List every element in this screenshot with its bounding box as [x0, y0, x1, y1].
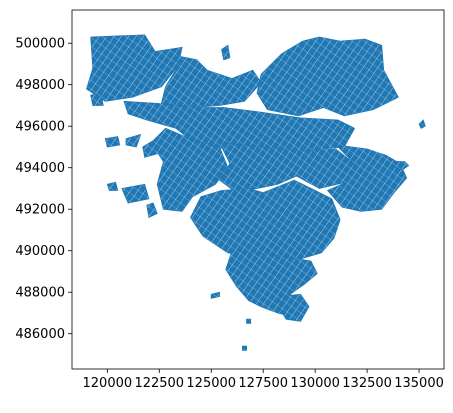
- parcel-hatch: [105, 136, 120, 147]
- y-axis: 486000 488000 490000 492000 494000 496000 4980…: [15, 37, 72, 342]
- parcel-hatch: [161, 55, 262, 108]
- parcel-hatch: [246, 319, 251, 324]
- parcel-east-sliver: [418, 119, 426, 129]
- x-tick-label: 122500: [134, 376, 184, 391]
- x-tick-label: 125000: [186, 376, 236, 391]
- parcel-hatch: [142, 140, 160, 158]
- parcel-west-outlier-3: [142, 140, 160, 158]
- parcel-hatch: [219, 142, 355, 193]
- axes: [71, 9, 445, 370]
- parcel-hatch: [107, 182, 118, 191]
- parcel-hatch: [419, 120, 426, 129]
- parcel-west-outlier-2: [125, 133, 142, 148]
- parcel-far-east-spit: [395, 161, 410, 171]
- parcel-south-tail-block: [279, 293, 310, 322]
- parcel-south-small-3: [246, 318, 252, 324]
- parcel-hatch: [221, 45, 230, 60]
- parcel-west-central-block: [150, 127, 229, 212]
- parcel-hatch: [257, 37, 399, 116]
- x-tick-label: 135000: [394, 376, 444, 391]
- parcel-hatch: [151, 128, 228, 212]
- parcel-central-block: [218, 142, 356, 194]
- y-tick-label: 492000: [15, 203, 65, 218]
- y-tick-label: 488000: [15, 286, 65, 301]
- parcel-hatch: [396, 161, 409, 170]
- parcel-nw-edge-patch: [90, 92, 104, 106]
- y-tick-label: 490000: [15, 244, 65, 259]
- parcel-east-block: [326, 144, 408, 212]
- parcel-north-sliver: [221, 44, 231, 61]
- parcel-layer: [86, 34, 426, 351]
- y-tick-label: 500000: [15, 37, 65, 52]
- x-tick-label: 120000: [83, 376, 133, 391]
- parcel-hatch: [126, 134, 141, 147]
- parcel-north-central-block: [160, 55, 262, 108]
- parcel-hatch: [190, 180, 341, 259]
- y-tick-label: 496000: [15, 120, 65, 135]
- y-tick-label: 494000: [15, 161, 65, 176]
- axes-frame: [71, 9, 445, 370]
- y-tick-label: 498000: [15, 78, 65, 93]
- parcel-hatch: [146, 203, 158, 218]
- parcel-hatch: [327, 144, 407, 212]
- parcel-hatch: [86, 34, 183, 102]
- parcel-small-west-patch: [106, 181, 119, 191]
- parcel-north-east-block: [256, 36, 399, 117]
- x-axis: 120000 122500 125000 127500 130000 132500 1350…: [83, 369, 444, 391]
- x-tick-label: 130000: [290, 376, 340, 391]
- parcel-south-small-1: [210, 291, 221, 299]
- parcel-hatch: [124, 101, 355, 152]
- parcel-hatch: [242, 346, 247, 351]
- parcel-hatch: [211, 292, 220, 299]
- parcel-west-outlier-1: [104, 136, 121, 148]
- parcel-south-central-block: [190, 179, 341, 260]
- y-tick-label: 486000: [15, 327, 65, 342]
- parcel-hatch: [279, 294, 309, 322]
- parcel-hatch: [90, 93, 104, 106]
- parcel-west-patch-b: [121, 183, 150, 204]
- x-tick-label: 132500: [342, 376, 392, 391]
- parcel-south-small-2: [241, 345, 248, 351]
- x-tick-label: 127500: [238, 376, 288, 391]
- parcel-south-west-outlier: [146, 202, 158, 219]
- parcel-hatch: [121, 184, 149, 203]
- parcel-north-west-block: [86, 34, 183, 102]
